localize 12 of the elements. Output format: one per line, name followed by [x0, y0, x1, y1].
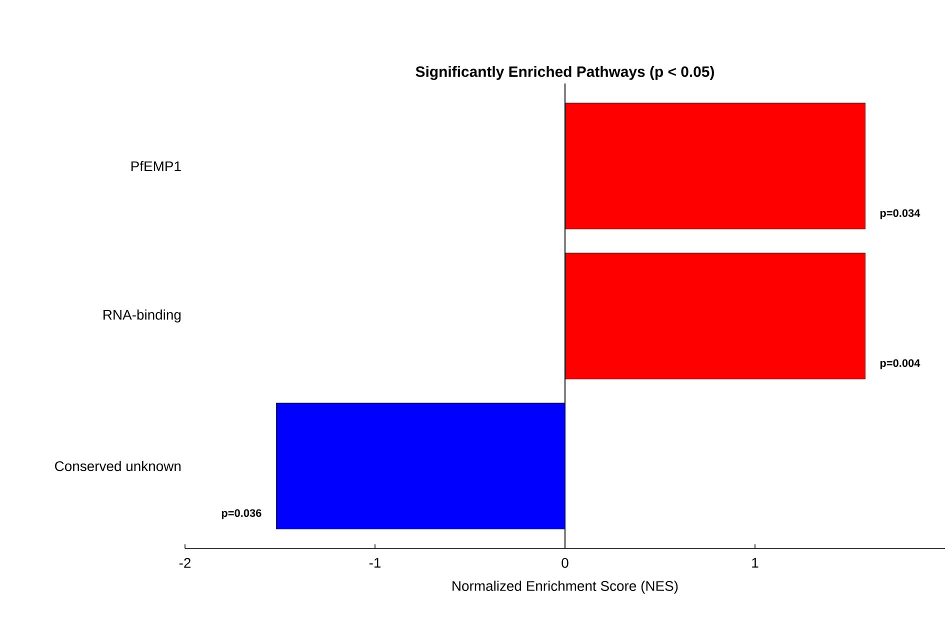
y-tick-label: RNA-binding [104, 309, 181, 322]
x-axis-title: Normalized Enrichment Score (NES) [452, 580, 678, 594]
y-tick-label: PfEMP1 [131, 160, 181, 172]
x-tick-label: 1 [752, 558, 758, 568]
annotation: p=0.004 [880, 359, 920, 370]
y-tick-label: Conserved unknown [55, 460, 181, 472]
annotation: p=0.036 [222, 509, 262, 520]
x-tick-label: 0 [562, 558, 568, 568]
x-tick-label: -1 [369, 558, 381, 568]
annotation: p=0.034 [880, 209, 920, 220]
x-tick-label: -2 [179, 558, 191, 568]
chart-title: Significantly Enriched Pathways (p < 0.05) [416, 66, 714, 80]
